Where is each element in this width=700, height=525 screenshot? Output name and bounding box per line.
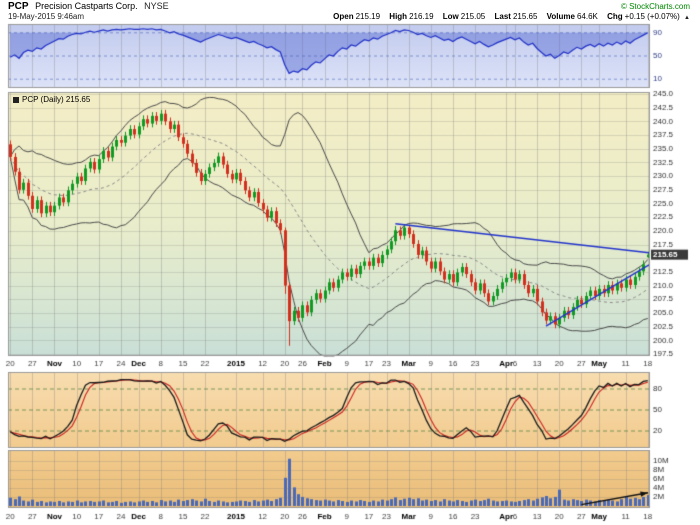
up-arrow-icon: ▲: [684, 15, 690, 21]
quote-chg-label: Chg: [607, 12, 623, 21]
ticker-symbol: PCP: [8, 1, 29, 12]
quote-open-value: 215.19: [355, 12, 381, 21]
main-panel-legend: PCP (Daily) 215.65: [13, 95, 90, 104]
quote-chg-value: +0.15 (+0.07%): [624, 12, 680, 21]
quote-last-value: 215.65: [512, 12, 538, 21]
symbol-block: PCP Precision Castparts Corp. NYSE: [8, 1, 169, 12]
quote-low-label: Low: [442, 12, 459, 21]
quote-volume-value: 64.6K: [576, 12, 598, 21]
chart-subheader: 19-May-2015 9:46am Open 215.19 High 216.19…: [8, 12, 690, 21]
quote-strip: Open 215.19 High 216.19 Low 215.05 Last 215.…: [326, 12, 690, 21]
quote-high-label: High: [389, 12, 408, 21]
copyright-notice: © StockCharts.com: [620, 2, 690, 11]
chart-header: PCP Precision Castparts Corp. NYSE © Sto…: [8, 1, 690, 12]
exchange-label: NYSE: [144, 1, 169, 11]
legend-text: PCP (Daily) 215.65: [22, 95, 91, 104]
quote-high-value: 216.19: [409, 12, 434, 21]
chart-datetime: 19-May-2015 9:46am: [8, 12, 85, 21]
company-name: Precision Castparts Corp.: [35, 1, 138, 11]
quote-volume-label: Volume: [546, 12, 575, 21]
quote-low-value: 215.05: [460, 12, 486, 21]
quote-open-label: Open: [333, 12, 354, 21]
legend-swatch-icon: [13, 96, 19, 103]
quote-last-label: Last: [494, 12, 511, 21]
